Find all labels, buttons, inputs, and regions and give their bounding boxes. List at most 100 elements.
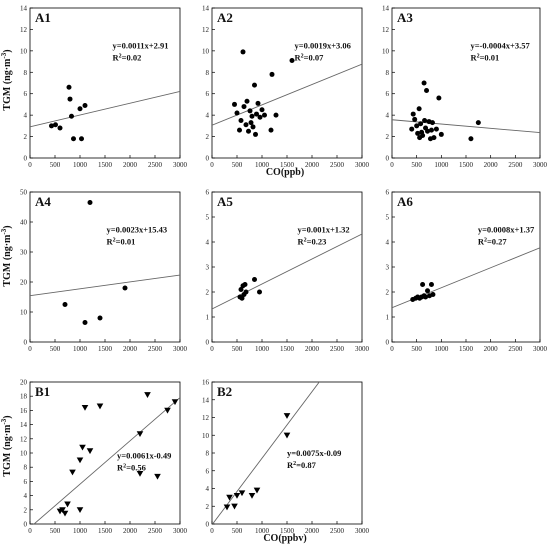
data-point <box>414 123 420 129</box>
data-point <box>71 136 76 142</box>
x-tick-label: 2000 <box>305 161 320 169</box>
data-point <box>49 123 54 129</box>
regression-equation: y=-0.0004x+3.57 <box>470 41 530 51</box>
regression-equation: y=0.0023x+15.43 <box>107 225 168 235</box>
data-point <box>232 101 237 107</box>
data-point <box>422 118 428 123</box>
y-tick-label: 0 <box>24 339 28 347</box>
data-point <box>69 113 74 119</box>
y-tick-label: 2 <box>206 133 210 141</box>
data-point <box>252 277 257 282</box>
y-tick-label: 0 <box>386 155 390 163</box>
panel-label: A2 <box>217 10 233 25</box>
data-point <box>77 106 83 112</box>
x-tick-label: 3000 <box>173 527 188 535</box>
data-point <box>253 131 258 137</box>
x-tick-label: 2500 <box>330 161 345 169</box>
x-tick-label: 0 <box>28 345 32 353</box>
data-point <box>79 444 86 451</box>
data-point <box>136 431 144 438</box>
x-tick-label: 1500 <box>280 345 295 353</box>
x-tick-label: 0 <box>210 527 214 535</box>
y-tick-label: 3 <box>386 264 390 272</box>
x-tick-label: 2000 <box>305 345 320 353</box>
plot-frame <box>391 7 541 159</box>
data-point <box>59 507 66 513</box>
r-squared-sup: 2 <box>113 238 116 244</box>
r-squared: R2=0.01 <box>107 237 136 247</box>
data-point <box>76 507 84 513</box>
regression-line <box>33 397 180 524</box>
x-tick-label: 1000 <box>434 161 449 169</box>
y-axis-title-sup: -3 <box>0 418 8 424</box>
regression-equation: y=0.0008x+1.37 <box>478 225 535 235</box>
data-point <box>257 289 262 295</box>
x-tick-label: 2000 <box>484 345 499 353</box>
plot-frame <box>29 191 181 343</box>
y-tick-label: 1 <box>206 314 210 322</box>
data-point <box>53 122 58 128</box>
x-tick-label: 1500 <box>98 527 113 535</box>
x-tick-label: 500 <box>232 527 243 535</box>
x-tick-label: 2500 <box>330 345 345 353</box>
data-point <box>79 136 84 142</box>
x-tick-label: 2000 <box>123 161 138 169</box>
y-tick-label: 10 <box>20 309 28 317</box>
r-squared-prefix: R <box>295 53 302 63</box>
data-point <box>438 131 444 137</box>
r-squared-prefix: R <box>117 463 124 473</box>
data-point <box>66 84 72 90</box>
x-tick-label: 1500 <box>98 345 113 353</box>
y-tick-label: 20 <box>20 379 28 387</box>
panel-b2: 0 500 1000 1500 2000 2500 3000 0 2 4 6 8 10 12 14 16 B2 y… <box>202 379 370 536</box>
y-tick-label: 10 <box>382 47 390 55</box>
data-point <box>430 292 436 297</box>
data-point <box>283 413 291 419</box>
panel-label: A5 <box>217 194 233 209</box>
y-tick-label: 4 <box>386 239 390 247</box>
data-point <box>144 392 151 398</box>
regression-equation: y=0.001x+1.32 <box>298 225 350 235</box>
data-point <box>433 126 439 132</box>
r-squared-value: =0.07 <box>304 53 324 63</box>
data-point <box>409 126 415 132</box>
r-squared: R2=0.56 <box>117 463 146 473</box>
x-tick-label: 2500 <box>330 527 345 535</box>
y-tick-label: 4 <box>24 492 28 500</box>
data-point <box>238 490 246 497</box>
x-tick-label: 1000 <box>255 345 270 353</box>
data-point <box>81 404 89 411</box>
y-tick-label: 8 <box>206 69 210 77</box>
data-point <box>425 128 431 134</box>
x-tick-label: 0 <box>28 161 32 169</box>
panel-label: B2 <box>217 384 232 399</box>
y-tick-label: 0 <box>24 155 28 163</box>
r-squared-sup: 2 <box>484 238 487 244</box>
y-tick-label: 10 <box>20 450 28 458</box>
y-axis-title-sup: -3 <box>0 228 8 234</box>
r-squared-sup: 2 <box>293 461 296 467</box>
y-tick-label: 2 <box>386 133 390 141</box>
data-point <box>238 118 244 123</box>
y-tick-label: 0 <box>206 155 210 163</box>
data-point <box>416 106 422 112</box>
x-tick-label: 3000 <box>533 161 548 169</box>
y-axis-title-row3: TGM (ng·m-3) <box>0 415 13 476</box>
data-point <box>255 100 261 106</box>
y-tick-label: 6 <box>24 478 28 486</box>
data-point <box>289 58 295 63</box>
y-axis-title-row1: TGM (ng·m-3) <box>0 49 13 110</box>
data-point <box>252 82 257 88</box>
r-squared-value: =0.23 <box>307 237 327 247</box>
x-tick-label: 1000 <box>73 345 88 353</box>
data-point <box>237 127 242 133</box>
y-tick-label: 12 <box>382 26 390 34</box>
y-tick-label: 8 <box>24 464 28 472</box>
y-tick-label: 14 <box>202 396 210 404</box>
x-tick-label: 3000 <box>355 345 370 353</box>
x-tick-label: 2000 <box>305 527 320 535</box>
data-point <box>243 122 249 128</box>
x-tick-label: 3000 <box>533 345 548 353</box>
panel-a4: 0 500 1000 1500 2000 2500 3000 0 10 20 30 40 50 A4 y=0… <box>20 189 188 354</box>
